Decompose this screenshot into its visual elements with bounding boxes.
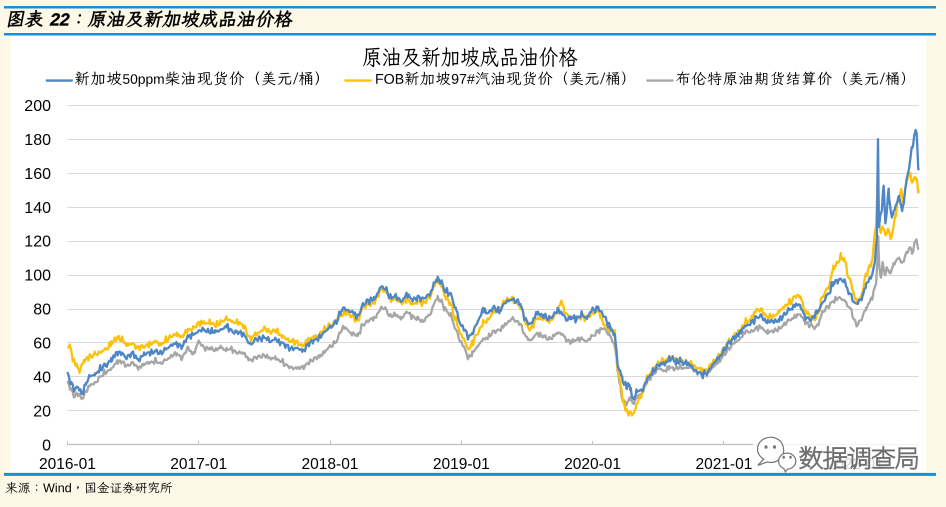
svg-text:160: 160	[24, 166, 51, 183]
svg-text:100: 100	[24, 268, 51, 285]
svg-text:200: 200	[24, 98, 51, 115]
svg-text:2016-01: 2016-01	[39, 456, 96, 473]
svg-text:180: 180	[24, 132, 51, 149]
svg-text:0: 0	[42, 437, 51, 454]
svg-text:2018-01: 2018-01	[302, 456, 359, 473]
svg-text:60: 60	[33, 336, 51, 353]
svg-text:2021-01: 2021-01	[695, 456, 752, 473]
svg-text:2020-01: 2020-01	[564, 456, 621, 473]
svg-text:2017-01: 2017-01	[170, 456, 227, 473]
svg-text:40: 40	[33, 370, 51, 387]
svg-text:80: 80	[33, 302, 51, 319]
svg-text:140: 140	[24, 200, 51, 217]
svg-text:120: 120	[24, 234, 51, 251]
svg-text:2019-01: 2019-01	[433, 456, 490, 473]
svg-text:20: 20	[33, 404, 51, 421]
